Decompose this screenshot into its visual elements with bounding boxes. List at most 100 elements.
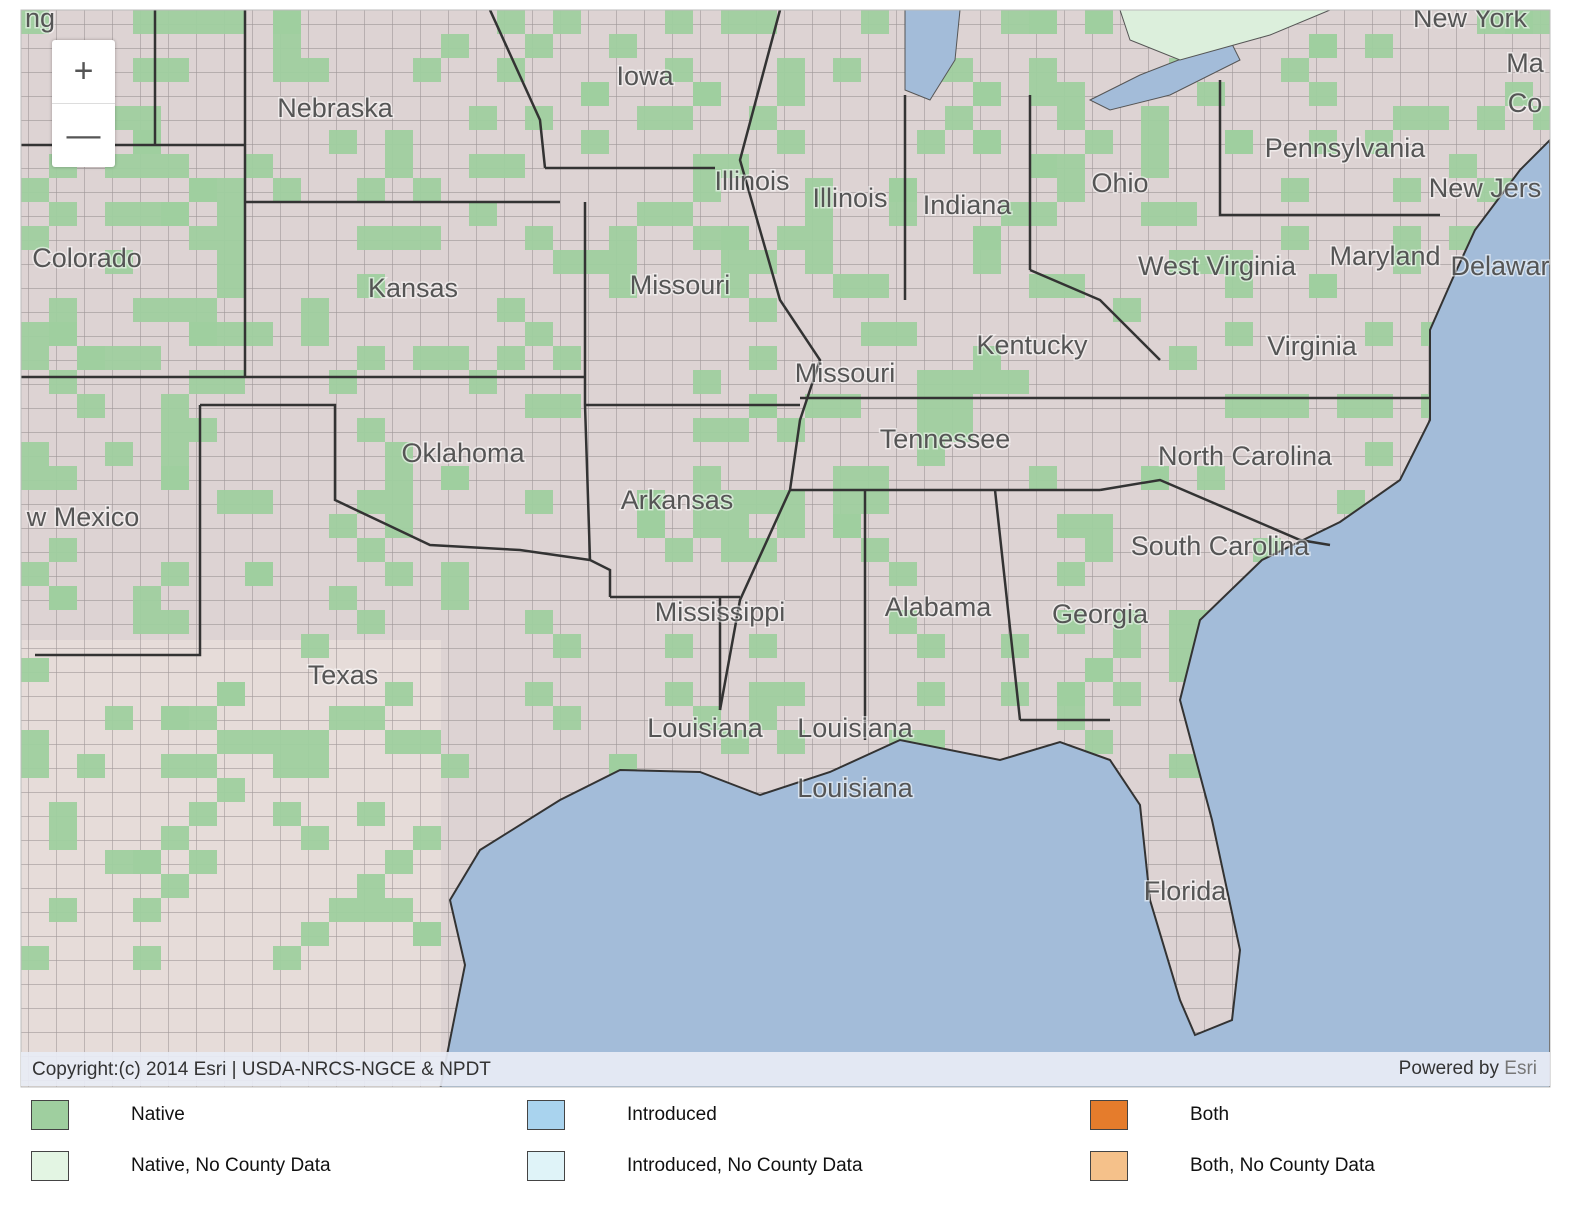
county-patch xyxy=(721,274,749,298)
state-label: Indiana xyxy=(923,190,1013,220)
county-patch xyxy=(1029,10,1057,34)
county-patch xyxy=(497,298,525,322)
county-patch xyxy=(553,10,581,34)
zoom-in[interactable]: + xyxy=(73,52,94,90)
county-patch xyxy=(833,490,861,514)
state-border xyxy=(1020,478,1331,722)
county-patch xyxy=(1505,10,1533,34)
state-label: Delawar xyxy=(1450,251,1549,281)
county-patch xyxy=(21,466,49,490)
county-patch xyxy=(861,274,889,298)
county-patch xyxy=(749,682,777,706)
county-patch xyxy=(329,706,357,730)
county-patch xyxy=(161,10,189,34)
county-patch xyxy=(441,586,469,610)
county-patch xyxy=(721,538,749,562)
legend-swatch xyxy=(31,1151,69,1181)
county-patch xyxy=(1197,250,1225,274)
county-patch xyxy=(553,634,581,658)
county-patch xyxy=(189,802,217,826)
county-patch xyxy=(357,490,385,514)
county-patch xyxy=(637,106,665,130)
state-borders xyxy=(21,10,1440,740)
county-patch xyxy=(245,730,273,754)
county-patch xyxy=(525,226,553,250)
legend-swatch xyxy=(31,1100,69,1130)
county-patch xyxy=(105,346,133,370)
state-label: Florida xyxy=(1144,876,1228,906)
county-patch xyxy=(553,706,581,730)
county-patch xyxy=(273,178,301,202)
county-patch xyxy=(133,10,161,34)
county-patch xyxy=(693,82,721,106)
county-patch xyxy=(133,346,161,370)
county-patch xyxy=(161,298,189,322)
state-label: Alabama xyxy=(885,592,993,622)
county-patch xyxy=(161,154,189,178)
county-patch xyxy=(385,730,413,754)
county-patch xyxy=(1085,730,1113,754)
county-patch xyxy=(1169,250,1197,274)
county-patch xyxy=(21,754,49,778)
county-patch xyxy=(805,178,833,202)
county-patch xyxy=(49,370,77,394)
county-patch xyxy=(721,514,749,538)
county-patch xyxy=(161,58,189,82)
county-patch xyxy=(1477,10,1505,34)
county-patch xyxy=(441,34,469,58)
state-label: Kentucky xyxy=(976,330,1088,360)
county-patch xyxy=(1057,610,1085,634)
county-patch xyxy=(889,202,917,226)
county-patch xyxy=(21,226,49,250)
state-label: Louisiana xyxy=(797,773,914,803)
zoom-out[interactable]: — xyxy=(52,103,115,167)
county-patch xyxy=(1057,154,1085,178)
county-patch xyxy=(637,202,665,226)
county-patch xyxy=(665,682,693,706)
county-patch xyxy=(217,778,245,802)
esri-link[interactable]: Esri xyxy=(1504,1058,1537,1079)
legend-label: Native, No County Data xyxy=(131,1155,331,1176)
county-patch xyxy=(105,850,133,874)
county-patch xyxy=(133,154,161,178)
county-patch xyxy=(273,946,301,970)
attribution-bar: Copyright:(c) 2014 Esri | USDA-NRCS-NGCE… xyxy=(21,1052,1550,1086)
county-patch xyxy=(1001,10,1029,34)
county-patch xyxy=(1141,154,1169,178)
state-label: Co xyxy=(1508,88,1543,118)
county-patch xyxy=(441,466,469,490)
county-patch xyxy=(665,10,693,34)
county-patch xyxy=(1029,202,1057,226)
county-patch xyxy=(1001,370,1029,394)
state-label: Ma xyxy=(1506,48,1544,78)
legend-label: Introduced, No County Data xyxy=(627,1155,863,1176)
powered-by-line: Powered by Esri xyxy=(1399,1058,1537,1080)
county-patch xyxy=(693,514,721,538)
zoom-control: + — xyxy=(52,40,115,167)
state-label: Louisiana xyxy=(647,713,764,743)
county-patch xyxy=(1169,346,1197,370)
county-patch xyxy=(1029,82,1057,106)
county-patch xyxy=(833,274,861,298)
county-patch xyxy=(133,610,161,634)
county-patch xyxy=(1057,274,1085,298)
county-patch xyxy=(1169,754,1197,778)
county-patch xyxy=(133,586,161,610)
county-patch xyxy=(525,322,553,346)
state-label: Texas xyxy=(308,660,379,690)
state-label: Illinois xyxy=(714,166,789,196)
county-patch xyxy=(189,298,217,322)
county-patch xyxy=(945,370,973,394)
county-patch xyxy=(413,226,441,250)
county-patch xyxy=(693,490,721,514)
county-patch xyxy=(49,538,77,562)
county-patch xyxy=(973,370,1001,394)
county-patch xyxy=(385,562,413,586)
county-patch xyxy=(413,346,441,370)
county-patch xyxy=(805,226,833,250)
county-patch xyxy=(441,754,469,778)
river-border xyxy=(488,10,822,711)
county-patch xyxy=(21,322,49,346)
county-patch xyxy=(329,898,357,922)
